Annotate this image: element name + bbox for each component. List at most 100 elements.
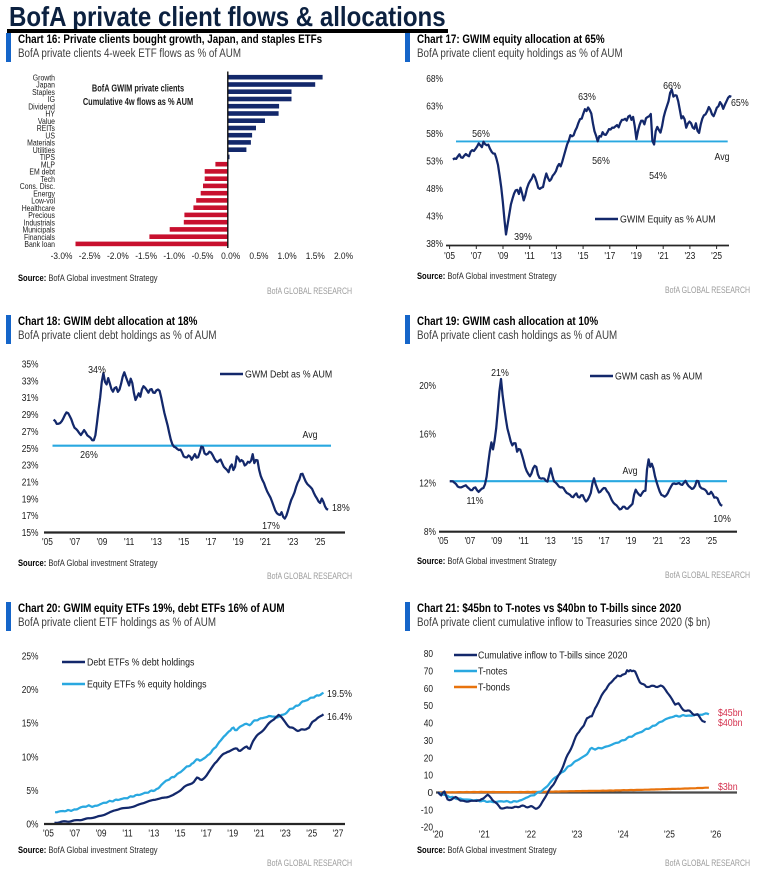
- svg-text:58%: 58%: [426, 129, 443, 140]
- svg-text:'09: '09: [491, 536, 502, 547]
- svg-text:'23: '23: [280, 829, 291, 840]
- svg-text:'21: '21: [260, 537, 271, 548]
- svg-text:'25: '25: [315, 537, 326, 548]
- svg-text:$40bn: $40bn: [718, 717, 743, 729]
- svg-text:'15: '15: [178, 537, 189, 548]
- svg-text:Cumulative 4w flows as % AUM: Cumulative 4w flows as % AUM: [83, 97, 193, 108]
- svg-text:19%: 19%: [22, 494, 39, 505]
- svg-text:'09: '09: [96, 829, 107, 840]
- svg-text:0.0%: 0.0%: [221, 251, 240, 261]
- svg-text:Municipals: Municipals: [23, 225, 56, 235]
- svg-text:'23: '23: [287, 537, 298, 548]
- svg-text:-10: -10: [421, 805, 433, 816]
- svg-text:33%: 33%: [22, 376, 39, 387]
- svg-text:34%: 34%: [88, 364, 106, 376]
- svg-text:'21: '21: [652, 536, 663, 547]
- svg-text:Value: Value: [38, 116, 55, 126]
- svg-text:T-bonds: T-bonds: [478, 682, 510, 694]
- svg-text:Bank loan: Bank loan: [24, 239, 55, 249]
- svg-text:'17: '17: [604, 251, 615, 262]
- svg-text:2.0%: 2.0%: [334, 251, 353, 261]
- svg-text:21%: 21%: [491, 367, 509, 379]
- svg-text:'23: '23: [571, 830, 582, 841]
- svg-text:54%: 54%: [649, 170, 667, 182]
- svg-text:12%: 12%: [419, 478, 436, 489]
- svg-text:Staples: Staples: [32, 87, 55, 97]
- svg-text:-0.5%: -0.5%: [192, 251, 214, 261]
- svg-text:43%: 43%: [426, 212, 443, 223]
- svg-text:IG: IG: [48, 94, 56, 104]
- svg-text:BofA GWIM private clients: BofA GWIM private clients: [92, 84, 185, 95]
- svg-text:Precious: Precious: [28, 210, 55, 220]
- svg-text:10%: 10%: [713, 513, 731, 525]
- svg-text:1.5%: 1.5%: [306, 251, 325, 261]
- svg-text:20%: 20%: [419, 381, 436, 392]
- svg-text:Japan: Japan: [36, 80, 55, 90]
- svg-text:15%: 15%: [22, 528, 39, 539]
- svg-text:0%: 0%: [26, 820, 38, 831]
- svg-text:'15: '15: [578, 251, 589, 262]
- svg-text:Dividend: Dividend: [28, 101, 55, 111]
- svg-text:65%: 65%: [731, 97, 749, 109]
- svg-text:Avg: Avg: [715, 151, 730, 163]
- svg-text:50: 50: [424, 701, 434, 712]
- svg-text:-2.0%: -2.0%: [107, 251, 129, 261]
- svg-text:39%: 39%: [514, 231, 532, 243]
- svg-text:Utilities: Utilities: [33, 145, 55, 155]
- svg-text:'23: '23: [679, 536, 690, 547]
- svg-text:63%: 63%: [578, 91, 596, 103]
- svg-text:35%: 35%: [22, 360, 39, 371]
- svg-text:0: 0: [427, 788, 433, 799]
- svg-text:38%: 38%: [426, 239, 443, 250]
- svg-text:'13: '13: [551, 251, 562, 262]
- svg-text:'27: '27: [333, 829, 344, 840]
- svg-text:T-notes: T-notes: [478, 666, 507, 678]
- svg-text:Healthcare: Healthcare: [22, 203, 55, 213]
- svg-text:Industrials: Industrials: [24, 217, 55, 227]
- svg-text:25%: 25%: [22, 444, 39, 455]
- svg-text:'23: '23: [684, 251, 695, 262]
- svg-text:'05: '05: [444, 251, 455, 262]
- svg-text:40: 40: [424, 719, 434, 730]
- svg-text:-2.5%: -2.5%: [79, 251, 101, 261]
- svg-text:'25: '25: [306, 829, 317, 840]
- svg-text:63%: 63%: [426, 101, 443, 112]
- svg-text:US: US: [45, 130, 55, 140]
- svg-text:Equity ETFs % equity holdings: Equity ETFs % equity holdings: [87, 679, 207, 691]
- svg-text:'05: '05: [42, 537, 53, 548]
- svg-text:Debt ETFs % debt holdings: Debt ETFs % debt holdings: [87, 657, 194, 669]
- svg-text:'17: '17: [201, 829, 212, 840]
- svg-text:Growth: Growth: [33, 72, 55, 82]
- svg-text:'24: '24: [618, 830, 629, 841]
- svg-text:Cumulative inflow to T-bills s: Cumulative inflow to T-bills since 2020: [478, 650, 628, 662]
- svg-text:0.5%: 0.5%: [249, 251, 268, 261]
- svg-text:27%: 27%: [22, 427, 39, 438]
- svg-text:Low-vol: Low-vol: [31, 196, 55, 206]
- svg-text:70: 70: [424, 666, 434, 677]
- svg-text:'26: '26: [710, 830, 721, 841]
- svg-text:30: 30: [424, 736, 434, 747]
- svg-text:'15: '15: [175, 829, 186, 840]
- svg-text:29%: 29%: [22, 410, 39, 421]
- svg-text:'13: '13: [151, 537, 162, 548]
- svg-text:10%: 10%: [22, 752, 39, 763]
- svg-text:'19: '19: [227, 829, 238, 840]
- svg-text:17%: 17%: [22, 511, 39, 522]
- svg-text:8%: 8%: [424, 527, 436, 538]
- svg-text:10: 10: [424, 771, 434, 782]
- svg-text:15%: 15%: [22, 719, 39, 730]
- svg-text:Avg: Avg: [623, 465, 638, 477]
- svg-text:'21: '21: [658, 251, 669, 262]
- svg-text:GWIM Equity as % AUM: GWIM Equity as % AUM: [620, 214, 716, 226]
- svg-text:'11: '11: [525, 251, 536, 262]
- svg-text:'25: '25: [664, 830, 675, 841]
- svg-text:'07: '07: [69, 829, 80, 840]
- svg-text:20: 20: [424, 753, 434, 764]
- svg-text:23%: 23%: [22, 461, 39, 472]
- svg-text:1.0%: 1.0%: [278, 251, 297, 261]
- svg-text:26%: 26%: [80, 449, 98, 461]
- svg-text:Cons. Disc.: Cons. Disc.: [20, 181, 55, 191]
- svg-text:TIPS: TIPS: [40, 152, 56, 162]
- svg-text:56%: 56%: [472, 128, 490, 140]
- svg-text:'22: '22: [525, 830, 536, 841]
